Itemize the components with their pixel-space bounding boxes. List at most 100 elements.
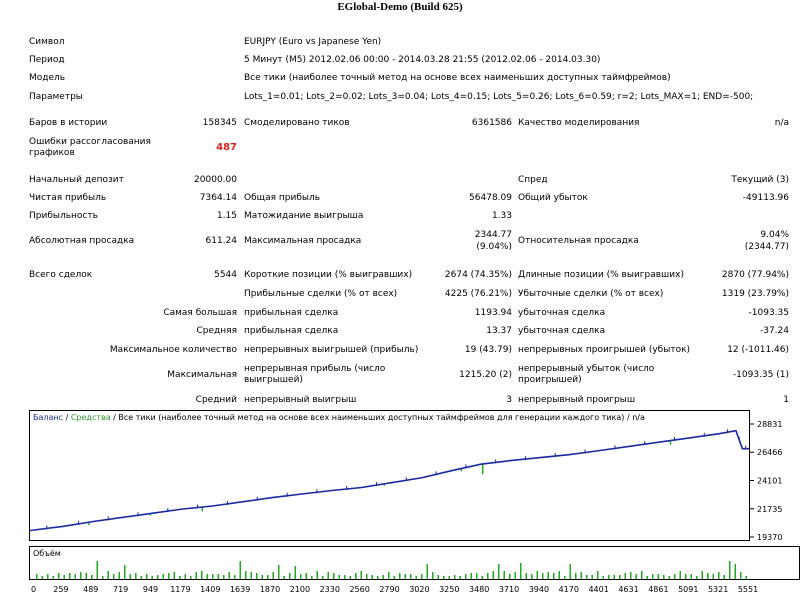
volume-bar — [311, 576, 313, 579]
maximal-loss-value: -1093.35 (1) — [732, 370, 789, 380]
largest-loss-label: убыточная сделка — [518, 308, 606, 318]
average-profit-value: 13.37 — [486, 326, 512, 336]
volume-bar — [591, 575, 593, 579]
volume-bar — [674, 574, 676, 579]
volume-bar — [206, 574, 208, 579]
volume-bar — [690, 574, 692, 579]
volume-bar — [476, 573, 478, 579]
maximal-loss-label-2: проигрышей) — [518, 375, 582, 385]
volume-bar — [696, 576, 698, 579]
volume-bar — [338, 575, 340, 579]
volume-bar — [294, 566, 296, 579]
symbol-label: Символ — [29, 37, 65, 47]
volume-bar — [718, 572, 720, 579]
volume-bar — [80, 572, 82, 579]
x-tick-label: 2790 — [379, 585, 399, 594]
max-drawdown-label: Максимальная просадка — [244, 236, 362, 246]
balance-line — [30, 429, 749, 532]
volume-bar — [113, 574, 115, 579]
profit-factor-value: 1.15 — [216, 211, 237, 221]
volume-bar — [547, 572, 549, 579]
volume-bar — [360, 571, 362, 579]
volume-bar — [47, 574, 49, 579]
average-label: Средняя — [196, 326, 237, 336]
volume-bar — [250, 572, 252, 579]
abs-drawdown-value: 611.24 — [205, 236, 238, 246]
model-label: Модель — [29, 73, 66, 83]
x-tick-label: 5321 — [708, 585, 728, 594]
bars-value: 158345 — [202, 118, 237, 128]
volume-bar — [228, 572, 230, 579]
long-positions-label: Длинные позиции (% выигравших) — [518, 270, 684, 280]
x-axis-ticks: 0 259 489 719 949 1179 1409 1639 1870 2100 2330 256… — [31, 585, 758, 594]
x-tick-label: 3250 — [439, 585, 459, 594]
x-tick-label: 3940 — [529, 585, 549, 594]
volume-bar — [267, 575, 269, 579]
max-drawdown-percent: (9.04%) — [476, 242, 512, 252]
errors-label: Ошибки рассогласования графиков — [29, 137, 151, 158]
gross-loss-label: Общий убыток — [518, 193, 588, 203]
y-tick-label: 26466 — [757, 448, 782, 457]
x-tick-label: 2100 — [290, 585, 310, 594]
volume-bar — [487, 573, 489, 579]
volume-bar — [459, 576, 461, 579]
x-tick-label: 2560 — [349, 585, 369, 594]
volume-bar — [129, 574, 131, 579]
ticks-value: 6361586 — [471, 118, 512, 128]
avg-cons-label: Средний — [195, 395, 237, 405]
volume-bars — [36, 561, 747, 579]
volume-bar — [432, 572, 434, 579]
params-value: Lots_1=0.01; Lots_2=0.02; Lots_3=0.04; L… — [244, 92, 754, 102]
volume-bar — [415, 576, 417, 579]
volume-bar — [509, 574, 511, 579]
volume-bar — [602, 576, 604, 579]
volume-bar — [140, 576, 142, 579]
balance-chart-plot — [30, 429, 749, 532]
x-axis: 0 259 489 719 949 1179 1409 1639 1870 2100 2330 256… — [29, 582, 800, 596]
volume-bar — [349, 576, 351, 579]
params-label: Параметры — [29, 92, 83, 102]
period-value: 5 Минут (M5) 2012.02.06 00:00 - 2014.03.… — [244, 55, 601, 65]
volume-bar — [685, 574, 687, 579]
legend-balance: Баланс — [33, 413, 64, 422]
maximal-profit-value: 1215.20 (2) — [459, 370, 512, 380]
period-label: Период — [29, 55, 65, 65]
gross-profit-value: 56478.09 — [469, 193, 512, 203]
deposit-value: 20000.00 — [194, 175, 237, 185]
volume-bar — [52, 576, 54, 579]
volume-bar — [481, 576, 483, 579]
expected-payoff-value: 1.33 — [491, 211, 512, 221]
largest-profit-label: прибыльная сделка — [244, 308, 339, 318]
largest-label: Самая большая — [163, 308, 237, 318]
volume-bar — [69, 573, 71, 579]
volume-bar — [437, 575, 439, 579]
volume-panel: Объём — [29, 546, 800, 580]
average-loss-value: -37.24 — [759, 326, 789, 336]
x-tick-label: 3020 — [409, 585, 429, 594]
rel-drawdown-amount: (2344.77) — [744, 242, 789, 252]
volume-bar — [443, 576, 445, 579]
volume-bar — [300, 574, 302, 579]
profit-factor-label: Прибыльность — [29, 211, 98, 221]
volume-bar — [184, 574, 186, 579]
volume-bar — [646, 576, 648, 579]
volume-bar — [201, 571, 203, 579]
volume-bar — [729, 561, 731, 579]
volume-bar — [355, 573, 357, 579]
volume-bar — [217, 574, 219, 579]
balance-chart: Баланс / Средства / Все тики (наиболее т… — [29, 410, 750, 541]
volume-bar — [679, 571, 681, 579]
volume-bar — [421, 574, 423, 579]
volume-bar — [553, 573, 555, 579]
loss-trades-value: 1319 (23.79%) — [721, 289, 789, 299]
volume-bar — [619, 575, 621, 579]
window-title: EGlobal-Demo (Build 625) — [337, 1, 463, 13]
volume-bar — [239, 561, 241, 579]
volume-bar — [575, 573, 577, 579]
short-positions-value: 2674 (74.35%) — [444, 270, 512, 280]
largest-profit-value: 1193.94 — [474, 308, 512, 318]
x-tick-label: 489 — [83, 585, 98, 594]
volume-bar — [558, 571, 560, 579]
volume-bar — [124, 565, 126, 579]
max-cons-wins-value: 19 (43.79) — [464, 345, 512, 355]
